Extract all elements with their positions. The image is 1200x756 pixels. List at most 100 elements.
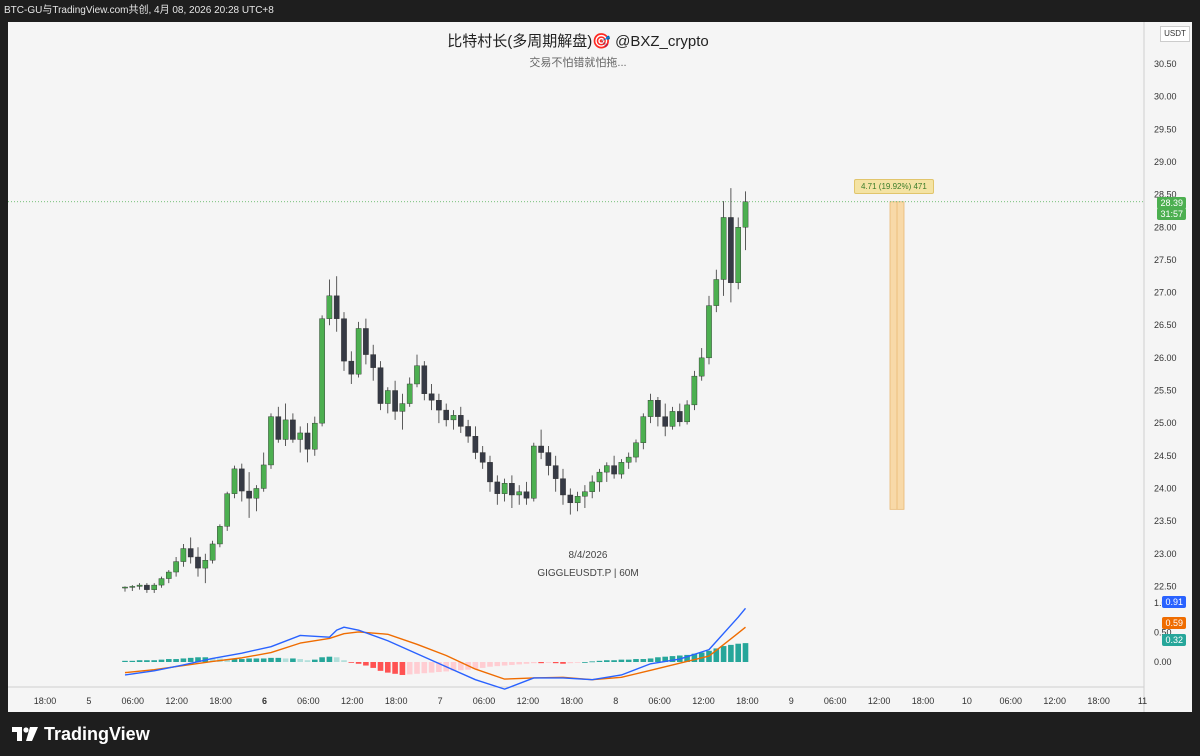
candle-body (414, 365, 420, 385)
candle-body (647, 400, 654, 417)
candle-body (421, 365, 428, 394)
candle-body (144, 584, 150, 590)
candle-body (494, 481, 501, 494)
candle-body (224, 493, 231, 527)
macd-histogram-bar (742, 643, 749, 662)
macd-histogram-bar (531, 662, 537, 664)
time-tick-label: 9 (789, 696, 794, 706)
macd-histogram-bar (728, 644, 734, 662)
macd-histogram-bar (319, 657, 325, 662)
candle-body (122, 586, 128, 589)
macd-histogram-bar (691, 653, 698, 662)
macd-histogram-bar (501, 662, 508, 666)
macd-histogram-bar (589, 661, 595, 663)
macd-histogram-bar (633, 659, 639, 662)
price-tick-label: 28.50 (1154, 190, 1177, 200)
candle-body (385, 390, 391, 404)
macd-value-tag: 0.91 (1162, 596, 1186, 608)
macd-histogram-bar (611, 660, 617, 662)
macd-histogram-bar (268, 657, 274, 662)
macd-histogram-bar (574, 662, 581, 663)
macd-histogram-bar (282, 658, 289, 662)
price-tick-label: 24.50 (1154, 451, 1177, 461)
macd-histogram-bar (195, 657, 201, 662)
chart-canvas[interactable]: 30.50 30.00 29.50 29.00 28.50 28.00 27.50 27.00… (8, 22, 1192, 712)
macd-histogram-bar (487, 662, 493, 667)
price-tick-label: 26.50 (1154, 320, 1177, 330)
currency-label[interactable]: USDT (1160, 26, 1190, 42)
candle-body (450, 415, 457, 421)
time-tick-label: 8 (613, 696, 618, 706)
candle-body (158, 578, 165, 586)
tradingview-logo[interactable]: TradingView (12, 723, 150, 745)
macd-histogram-bar (290, 658, 296, 662)
macd-histogram-bar (567, 662, 574, 664)
macd-histogram-bar (618, 659, 625, 662)
candle-body (713, 279, 720, 306)
price-tick-label: 25.00 (1154, 418, 1177, 428)
time-tick-label: 18:00 (561, 696, 584, 706)
candle-body (742, 201, 749, 228)
macd-histogram-bar (640, 659, 647, 662)
macd-histogram-bar (180, 658, 187, 662)
watermark-title: 比特村长(多周期解盘)🎯 @BXZ_crypto (447, 33, 709, 50)
macd-histogram-bar (304, 660, 311, 662)
candle-body (458, 415, 464, 427)
macd-histogram-bar (144, 660, 150, 662)
candle-body (706, 305, 712, 359)
candle-body (428, 393, 435, 401)
candle-body (662, 416, 668, 427)
tradingview-logo-text: TradingView (44, 723, 150, 744)
macd-histogram-bar (523, 662, 530, 664)
candle-body (545, 452, 552, 466)
snapshot-header: BTC-GU与TradingView.com共创, 4月 08, 2026 20… (0, 0, 1200, 22)
measure-label: 4.71 (19.92%) 471 (854, 179, 934, 194)
macd-histogram-bar (275, 657, 282, 662)
candle-body (633, 442, 639, 458)
candle-body (333, 295, 340, 319)
time-tick-label: 06:00 (122, 696, 145, 706)
time-tick-label: 18:00 (912, 696, 935, 706)
candle-body (552, 465, 559, 479)
macd-histogram-bar (253, 658, 260, 662)
chart-panel[interactable]: 30.50 30.00 29.50 29.00 28.50 28.00 27.50 27.00… (8, 22, 1192, 712)
price-tick-label: 30.00 (1154, 92, 1177, 102)
macd-histogram-bar (436, 662, 442, 673)
macd-histogram-bar (231, 659, 238, 662)
signal-value-tag: 0.59 (1162, 617, 1186, 629)
time-tick-label: 12:00 (341, 696, 364, 706)
candle-body (377, 367, 384, 404)
candle-body (217, 526, 223, 545)
price-tick-label: 22.50 (1154, 581, 1177, 591)
candle-body (312, 422, 318, 450)
price-tick-label: 24.00 (1154, 483, 1177, 493)
candle-body (195, 556, 201, 569)
macd-histogram-bar (348, 662, 355, 663)
candle-body (509, 483, 515, 496)
macd-histogram-bar (239, 659, 245, 662)
candle-body (523, 491, 530, 499)
macd-histogram-bar (385, 662, 391, 673)
macd-tick-label: 0.50 (1154, 628, 1172, 638)
candle-body (487, 462, 493, 483)
candle-body (625, 456, 632, 463)
candle-body (363, 328, 369, 355)
candle-body (698, 357, 705, 377)
macd-histogram-bar (363, 662, 369, 666)
time-tick-label: 18:00 (385, 696, 408, 706)
macd-histogram-bar (421, 662, 428, 674)
macd-histogram-bar (552, 662, 559, 664)
candle-body (472, 436, 479, 453)
macd-histogram-bar (458, 662, 464, 671)
candle-body (560, 478, 566, 496)
macd-line (124, 607, 747, 690)
time-tick-label: 06:00 (473, 696, 496, 706)
macd-histogram-bar (224, 659, 230, 662)
time-tick-label: 10 (962, 696, 972, 706)
price-tick-label: 28.00 (1154, 222, 1177, 232)
price-tick-label: 26.00 (1154, 353, 1177, 363)
macd-histogram-bar (450, 662, 457, 671)
price-tick-label: 29.50 (1154, 124, 1177, 134)
candle-body (202, 560, 209, 569)
macd-histogram-bar (129, 660, 136, 662)
